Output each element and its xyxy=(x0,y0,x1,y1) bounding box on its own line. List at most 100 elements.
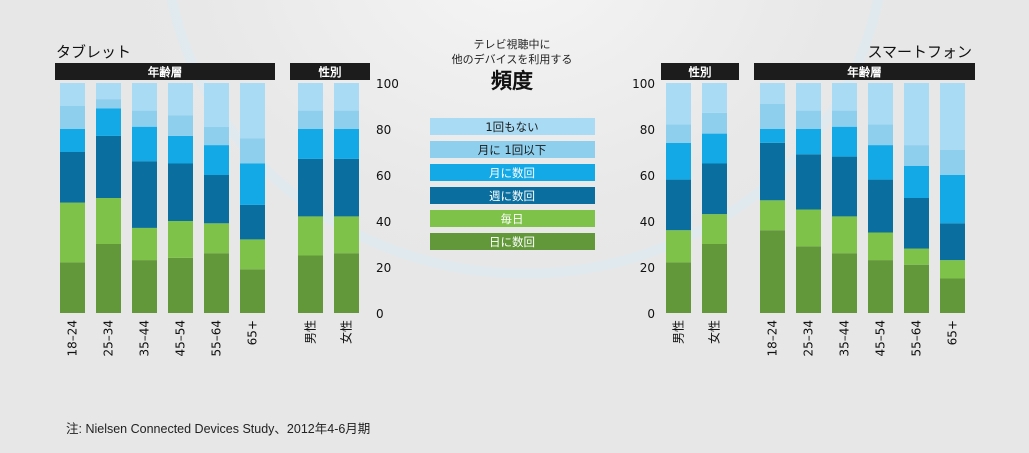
bar-segment xyxy=(702,112,727,134)
group-header-label: 年齢層 xyxy=(847,65,882,79)
bar-segment xyxy=(702,133,727,164)
bar-segment xyxy=(168,115,193,136)
chart-title: スマートフォン xyxy=(867,43,972,61)
bar-segment xyxy=(60,129,85,152)
bar-segment xyxy=(240,138,265,164)
bar-segment xyxy=(904,248,929,265)
y-tick-label: 0 xyxy=(647,307,655,321)
bar-segment xyxy=(868,179,893,233)
y-tick-label: 80 xyxy=(640,123,655,137)
legend-swatch xyxy=(430,187,595,204)
group-header-label: 年齢層 xyxy=(148,65,183,79)
bar-segment xyxy=(666,83,691,125)
category-label: 25–34 xyxy=(102,320,116,357)
bar-segment xyxy=(204,145,229,175)
bar-segment xyxy=(940,175,965,224)
bar-segment xyxy=(96,99,121,109)
legend-swatch xyxy=(430,210,595,227)
bar-segment xyxy=(904,83,929,146)
category-label: 18–24 xyxy=(66,320,80,357)
group-header-bar xyxy=(55,63,275,80)
bar-segment xyxy=(204,175,229,224)
bar-segment xyxy=(96,198,121,244)
bar-segment xyxy=(796,129,821,155)
bar-segment xyxy=(868,83,893,125)
group-header-label: 性別 xyxy=(689,65,712,79)
category-label: 男性 xyxy=(672,320,686,344)
bar-segment xyxy=(168,135,193,164)
category-label: 65+ xyxy=(946,320,960,345)
bar-segment xyxy=(298,83,323,111)
bar-segment xyxy=(868,124,893,146)
bar-segment xyxy=(940,223,965,261)
bar-segment xyxy=(832,253,857,313)
bar-segment xyxy=(760,83,785,104)
bar-segment xyxy=(204,126,229,146)
bar-segment xyxy=(760,200,785,231)
y-tick-label: 0 xyxy=(376,307,384,321)
bar-segment xyxy=(240,83,265,139)
bar-segment xyxy=(702,163,727,215)
legend-swatch xyxy=(430,118,595,135)
y-tick-label: 100 xyxy=(632,77,655,91)
category-label: 18–24 xyxy=(766,320,780,357)
bar-segment xyxy=(868,232,893,261)
bar-segment xyxy=(796,154,821,210)
bar-segment xyxy=(940,149,965,175)
category-label: 45–54 xyxy=(874,320,888,357)
bar-segment xyxy=(796,209,821,247)
bar-segment xyxy=(702,83,727,113)
bar-segment xyxy=(760,230,785,313)
bar-segment xyxy=(832,126,857,157)
legend-swatch xyxy=(430,233,595,250)
bar-segment xyxy=(334,110,359,129)
bar-segment xyxy=(96,244,121,313)
bar-segment xyxy=(666,124,691,143)
bar-segment xyxy=(702,214,727,244)
bar-segment xyxy=(204,253,229,313)
category-label: 25–34 xyxy=(802,320,816,357)
legend-label: 毎日 xyxy=(501,212,524,226)
y-tick-label: 20 xyxy=(376,261,391,275)
y-tick-label: 40 xyxy=(640,215,655,229)
center-subtitle: テレビ視聴中に xyxy=(474,37,551,51)
category-label: 35–44 xyxy=(138,320,152,357)
bar-segment xyxy=(240,204,265,240)
footnote: 注: Nielsen Connected Devices Study、2012年… xyxy=(66,422,371,436)
bar-segment xyxy=(940,260,965,279)
center-title: 頻度 xyxy=(491,69,533,93)
bar-segment xyxy=(940,278,965,313)
legend-swatch xyxy=(430,141,595,158)
legend-label: 日に数回 xyxy=(489,235,535,249)
bar-segment xyxy=(132,227,157,261)
bar-segment xyxy=(796,246,821,313)
category-label: 男性 xyxy=(304,320,318,344)
bar-segment xyxy=(168,83,193,116)
bar-segment xyxy=(832,156,857,217)
bar-segment xyxy=(60,83,85,106)
bar-segment xyxy=(334,158,359,217)
bar-segment xyxy=(760,142,785,201)
bar-segment xyxy=(60,262,85,313)
y-tick-label: 60 xyxy=(376,169,391,183)
bar-segment xyxy=(96,108,121,136)
bar-segment xyxy=(904,165,929,198)
legend-label: 月に数回 xyxy=(489,166,535,180)
bar-segment xyxy=(96,83,121,100)
legend-swatch xyxy=(430,164,595,181)
bar-segment xyxy=(334,83,359,111)
bar-segment xyxy=(832,216,857,254)
bar-segment xyxy=(298,158,323,217)
bar-segment xyxy=(204,223,229,254)
group-header-bar xyxy=(754,63,975,80)
bar-segment xyxy=(760,103,785,129)
y-tick-label: 20 xyxy=(640,261,655,275)
bar-segment xyxy=(334,129,359,159)
bar-segment xyxy=(240,239,265,270)
y-tick-label: 80 xyxy=(376,123,391,137)
bar-segment xyxy=(168,221,193,258)
bar-segment xyxy=(796,110,821,129)
legend-label: 1回もない xyxy=(485,120,538,134)
bar-segment xyxy=(132,161,157,228)
